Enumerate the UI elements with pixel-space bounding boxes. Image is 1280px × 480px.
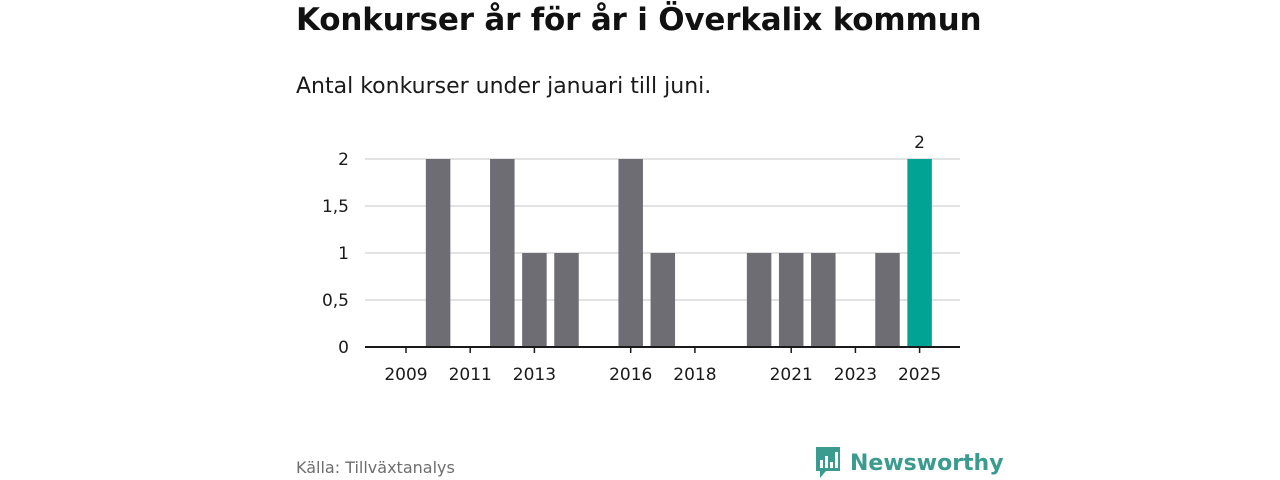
y-tick-label: 0 — [338, 338, 349, 358]
bar — [650, 253, 676, 347]
bar — [811, 253, 836, 347]
x-tick-label: 2025 — [898, 365, 941, 385]
bar — [875, 253, 900, 347]
bar — [425, 159, 451, 347]
bar — [522, 253, 547, 347]
chart-subtitle: Antal konkurser under januari till juni. — [296, 74, 712, 99]
x-tick-label: 2016 — [609, 365, 652, 385]
axes — [365, 346, 960, 353]
data-label: 2 — [914, 133, 925, 153]
x-tick-label: 2013 — [513, 365, 556, 385]
brand-logo: Newsworthy — [814, 446, 1004, 480]
source-note: Källa: Tillväxtanalys — [296, 458, 455, 477]
y-tick-label: 2 — [338, 150, 349, 170]
x-tick-label: 2009 — [384, 365, 427, 385]
bar — [554, 253, 579, 347]
brand-name: Newsworthy — [850, 450, 1004, 476]
highlight-bar — [907, 159, 932, 347]
y-tick-label: 1,5 — [322, 197, 349, 217]
bars — [425, 159, 932, 347]
labels: 0 0,5 1 1,5 2 2 2009 2011 2013 2016 2018 2021 2023 20… — [322, 133, 941, 385]
chart-title: Konkurser år för år i Överkalix kommun — [296, 2, 982, 38]
bar — [778, 253, 804, 347]
bar — [746, 253, 772, 347]
x-tick-label: 2018 — [673, 365, 716, 385]
bar — [490, 159, 515, 347]
bar-chart-speech-bubble-icon — [816, 447, 840, 478]
bar — [618, 159, 643, 347]
x-tick-label: 2011 — [449, 365, 492, 385]
x-tick-label: 2021 — [770, 365, 813, 385]
y-tick-label: 0,5 — [322, 291, 349, 311]
y-tick-label: 1 — [338, 244, 349, 264]
x-tick-label: 2023 — [834, 365, 877, 385]
